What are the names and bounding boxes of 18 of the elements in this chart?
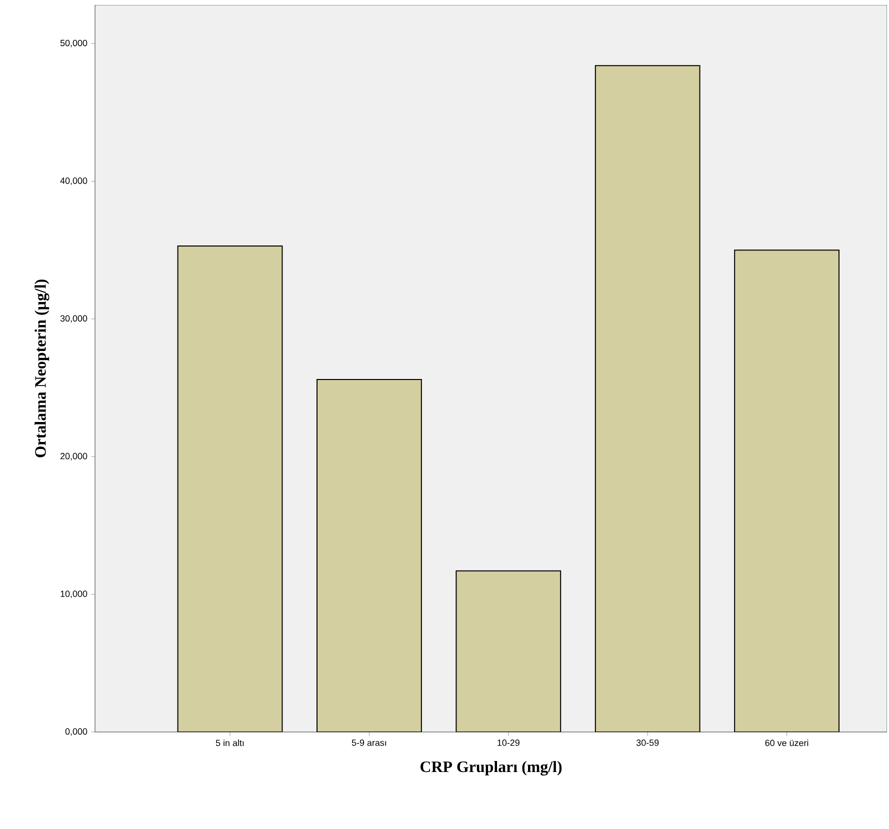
y-tick-label: 50,000 xyxy=(60,40,88,48)
x-tick-label: 5 in altı xyxy=(216,740,244,746)
x-tick-label: 60 ve üzeri xyxy=(765,740,808,746)
bar xyxy=(594,65,700,732)
bar xyxy=(316,379,422,732)
x-tick-label: 30-59 xyxy=(636,740,659,746)
y-tick-label: 10,000 xyxy=(60,590,88,598)
bar xyxy=(456,570,562,732)
x-tick-label: 10-29 xyxy=(498,740,520,746)
bar xyxy=(177,245,283,732)
bar xyxy=(734,250,840,732)
y-tick-label: 20,000 xyxy=(60,452,88,460)
x-tick-label: 5-9 arası xyxy=(352,740,386,746)
y-axis-title: Ortalama Neopterin (µg/l) xyxy=(34,280,50,458)
y-tick-label: 0,000 xyxy=(65,728,88,736)
y-tick-label: 40,000 xyxy=(60,178,88,185)
y-tick-label: 30,000 xyxy=(60,315,88,323)
x-axis-title: CRP Grupları (mg/l) xyxy=(420,760,562,776)
